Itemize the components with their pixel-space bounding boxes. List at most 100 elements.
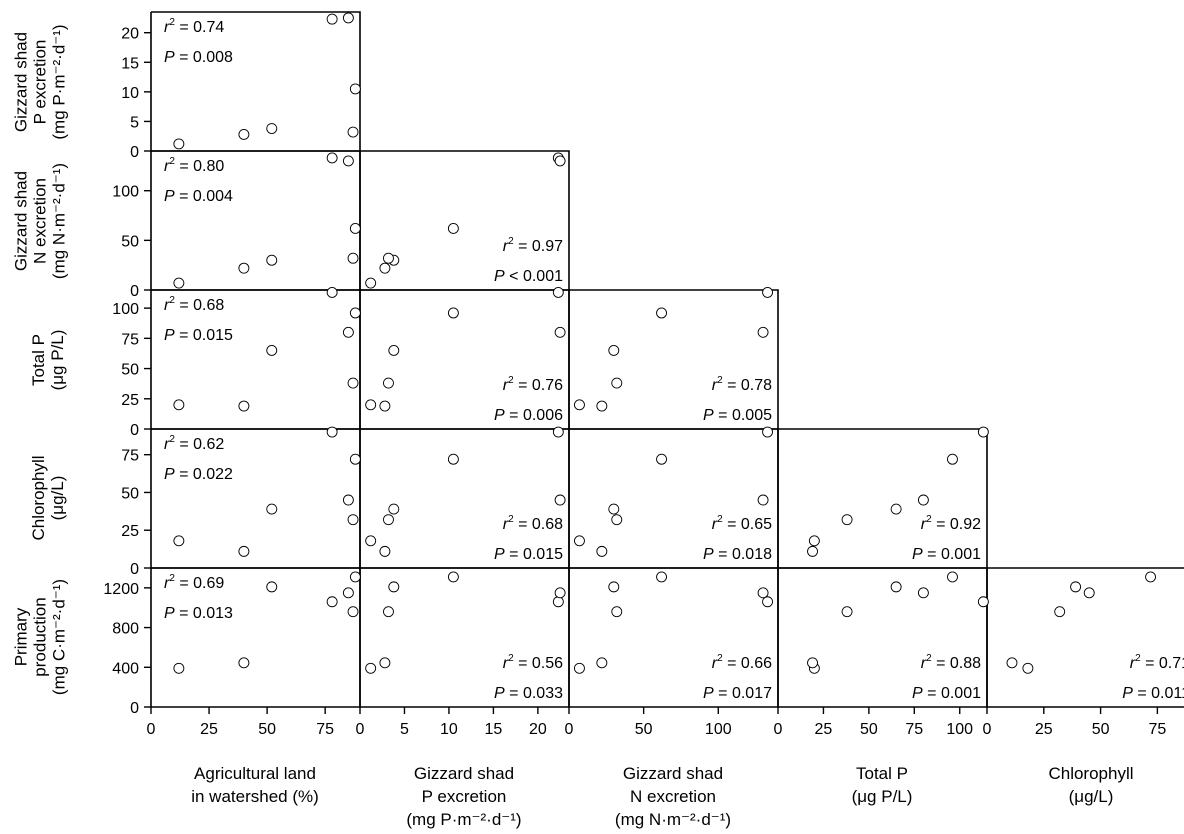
r2-label: r2 = 0.65 <box>712 514 772 533</box>
p-value-label: P = 0.008 <box>164 49 233 66</box>
data-point <box>173 662 185 674</box>
data-point <box>342 155 354 167</box>
col-label-p-excretion: Gizzard shad P excretion (mg P·m⁻²·d⁻¹) <box>406 764 522 829</box>
data-point <box>947 571 958 583</box>
r2-label: r2 = 0.66 <box>712 653 772 672</box>
data-point <box>238 128 250 140</box>
p-value-label: P = 0.018 <box>703 546 772 563</box>
data-point <box>365 535 377 547</box>
data-point <box>342 326 354 338</box>
data-point <box>173 535 185 547</box>
data-point <box>349 453 361 465</box>
x-tick-label: 50 <box>1092 721 1110 738</box>
p-value-label: P < 0.001 <box>494 268 563 285</box>
r2-label: r2 = 0.68 <box>503 514 563 533</box>
data-point <box>379 545 391 557</box>
data-point <box>762 286 773 298</box>
data-point <box>266 503 278 515</box>
x-tick-label: 15 <box>485 721 503 738</box>
data-point <box>342 494 354 506</box>
data-point <box>552 426 564 438</box>
data-point <box>608 503 620 515</box>
data-point <box>347 606 359 618</box>
x-tick-label: 20 <box>529 721 547 738</box>
data-point <box>977 426 989 438</box>
r2-label: r2 = 0.88 <box>921 653 981 672</box>
data-point <box>173 138 185 150</box>
data-point <box>238 262 250 274</box>
p-value-label: P = 0.005 <box>703 407 772 424</box>
row-label-n-excretion: Gizzard shad N excretion (mg N·m⁻²·d⁻¹) <box>11 162 69 280</box>
data-point <box>447 453 459 465</box>
y-tick-label: 50 <box>121 233 139 250</box>
data-point <box>841 514 853 526</box>
data-point <box>611 514 623 526</box>
data-point <box>379 262 391 274</box>
data-point <box>388 503 400 515</box>
x-tick-label: 100 <box>946 721 973 738</box>
col-label-agricultural-land: Agricultural land in watershed (%) <box>191 764 319 806</box>
data-point <box>656 453 668 465</box>
x-tick-label: 100 <box>705 721 732 738</box>
y-tick-label: 0 <box>130 561 139 578</box>
col-label-chlorophyll: Chlorophyll (μg/L) <box>1048 764 1134 806</box>
y-tick-label: 15 <box>121 55 139 72</box>
data-point <box>762 426 773 438</box>
y-tick-label: 100 <box>112 301 139 318</box>
y-tick-label: 0 <box>130 283 139 300</box>
r2-label: r2 = 0.78 <box>712 375 772 394</box>
data-point <box>1145 571 1157 583</box>
data-point <box>1006 657 1018 669</box>
y-tick-label: 400 <box>112 660 139 677</box>
data-point <box>349 571 361 583</box>
y-tick-label: 0 <box>130 144 139 161</box>
data-point <box>596 400 608 412</box>
x-tick-label: 25 <box>200 721 218 738</box>
data-point <box>890 503 902 515</box>
data-point <box>611 377 623 389</box>
data-point <box>841 606 853 618</box>
x-tick-label: 50 <box>860 721 878 738</box>
data-point <box>326 596 338 608</box>
data-point <box>342 12 354 24</box>
data-point <box>762 596 773 608</box>
data-point <box>326 286 338 298</box>
p-value-label: P = 0.015 <box>494 546 563 563</box>
y-tick-label: 0 <box>130 700 139 717</box>
data-point <box>349 83 361 95</box>
x-tick-label: 50 <box>635 721 653 738</box>
y-tick-label: 50 <box>121 362 139 379</box>
row-label-primary-production: Primary production (mg C·m⁻²·d⁻¹) <box>11 578 69 696</box>
data-point <box>349 222 361 234</box>
x-tick-label: 10 <box>440 721 458 738</box>
data-point <box>807 657 818 669</box>
data-point <box>388 344 400 356</box>
data-point <box>808 535 820 547</box>
y-tick-label: 1200 <box>103 581 139 598</box>
x-tick-label: 75 <box>1148 721 1166 738</box>
data-point <box>383 252 394 264</box>
y-tick-label: 20 <box>121 26 139 43</box>
data-point <box>388 581 400 593</box>
p-value-label: P = 0.006 <box>494 407 563 424</box>
x-tick-label: 0 <box>774 721 783 738</box>
data-point <box>447 571 459 583</box>
data-point <box>1070 581 1082 593</box>
y-tick-label: 50 <box>121 485 139 502</box>
data-point <box>266 123 278 134</box>
data-point <box>608 581 620 593</box>
r2-label: r2 = 0.69 <box>164 573 224 592</box>
x-tick-label: 0 <box>565 721 574 738</box>
data-point <box>347 252 359 264</box>
y-tick-label: 75 <box>121 448 139 465</box>
data-point <box>383 606 394 618</box>
data-point <box>757 494 769 506</box>
col-label-n-excretion: Gizzard shad N excretion (mg N·m⁻²·d⁻¹) <box>614 764 732 829</box>
data-point <box>238 545 250 557</box>
data-point <box>656 307 668 319</box>
data-point <box>574 535 585 547</box>
data-point <box>917 494 929 506</box>
data-point <box>365 662 377 674</box>
p-value-label: P = 0.013 <box>164 605 233 622</box>
